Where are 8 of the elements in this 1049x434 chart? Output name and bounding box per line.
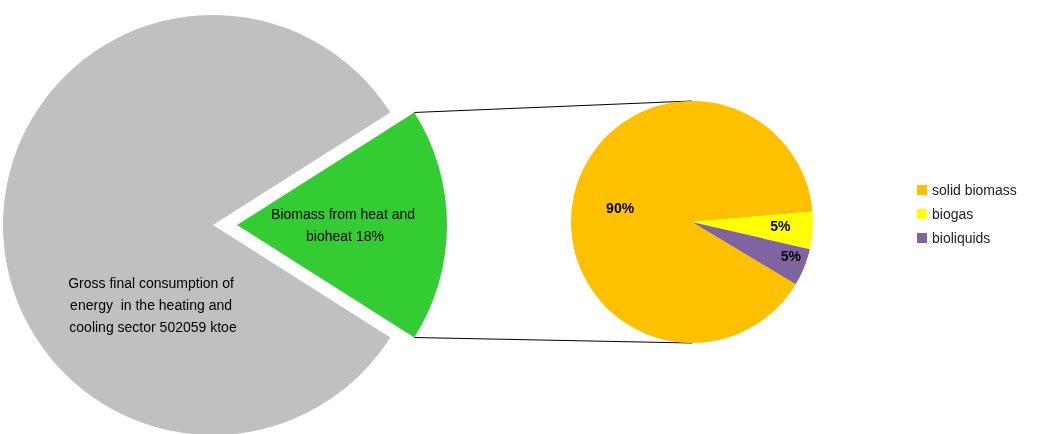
data-label: 5% — [780, 247, 802, 264]
legend-label: biogas — [932, 206, 974, 222]
legend-label: solid biomass — [932, 182, 1017, 198]
slice-label: Gross final consumption of energy in the heating and cooling sector 502059 ktoe — [68, 275, 238, 335]
slice-label: Biomass from heat and bioheat 18% — [271, 206, 419, 244]
legend-label: bioliquids — [932, 230, 991, 246]
data-label: 5% — [770, 218, 792, 235]
data-label: 90% — [606, 199, 635, 216]
